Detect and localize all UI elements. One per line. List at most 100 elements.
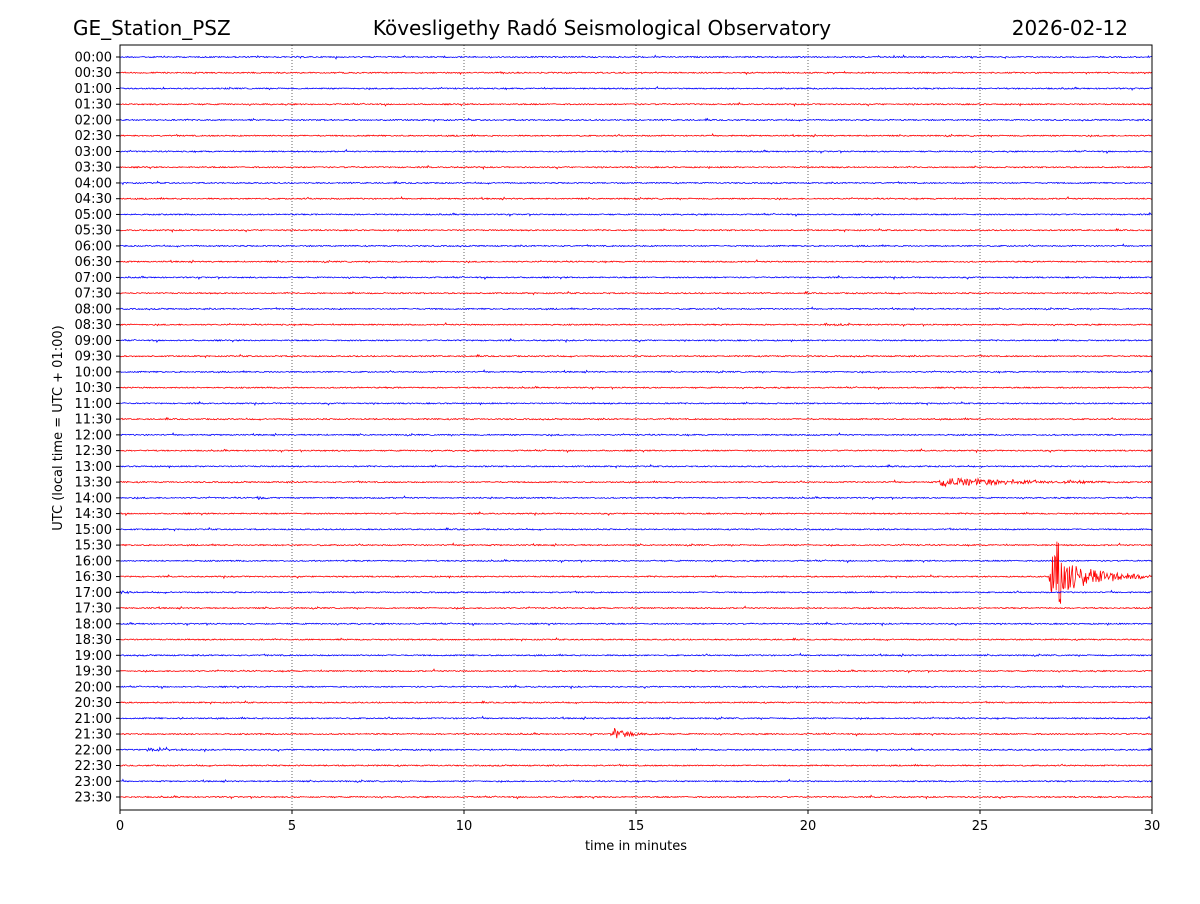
trace-1530: [119, 542, 1153, 547]
y-axis-label: UTC (local time = UTC + 01:00): [51, 325, 66, 530]
y-tick-label: 03:30: [75, 161, 112, 176]
y-tick-label: 17:30: [75, 602, 112, 617]
y-tick-label: 13:00: [75, 460, 112, 475]
trace-1830: [119, 637, 1153, 642]
y-tick-label: 12:30: [75, 444, 112, 459]
trace-1900: [119, 652, 1153, 658]
y-tick-label: 03:00: [75, 145, 112, 160]
trace-2130: [119, 727, 1153, 739]
trace-1230: [119, 448, 1153, 454]
trace-0300: [119, 148, 1152, 154]
x-tick-label: 10: [456, 819, 473, 834]
trace-0630: [119, 258, 1153, 264]
y-tick-label: 10:00: [75, 365, 112, 380]
y-tick-label: 08:00: [75, 302, 112, 317]
trace-2200: [119, 746, 1153, 753]
y-tick-label: 05:00: [75, 208, 112, 223]
y-tick-label: 22:00: [75, 743, 112, 758]
trace-0930: [119, 353, 1153, 359]
trace-1200: [119, 432, 1153, 437]
x-tick-label: 15: [628, 819, 645, 834]
y-tick-label: 02:30: [75, 129, 112, 144]
trace-0830: [119, 322, 1153, 328]
grid-lines: [291, 45, 981, 810]
y-tick-label: 05:30: [75, 224, 112, 239]
trace-1300: [119, 463, 1153, 469]
y-tick-label: 18:00: [75, 617, 112, 632]
y-tick-label: 02:00: [75, 113, 112, 128]
y-tick-label: 01:00: [75, 82, 112, 97]
trace-1630: [119, 541, 1153, 604]
station-title: GE_Station_PSZ: [73, 16, 231, 40]
x-axis: 0 5 10 15 20 25 30: [116, 810, 1160, 834]
y-tick-label: 04:30: [75, 192, 112, 207]
trace-1500: [119, 526, 1153, 532]
trace-2030: [119, 700, 1153, 705]
x-tick-label: 0: [116, 819, 124, 834]
y-tick-label: 04:00: [75, 176, 112, 191]
trace-0500: [120, 211, 1152, 217]
trace-0430: [119, 195, 1153, 201]
x-tick-label: 30: [1144, 819, 1161, 834]
y-tick-label: 07:30: [75, 287, 112, 302]
y-tick-label: 19:30: [75, 665, 112, 680]
trace-0700: [119, 274, 1153, 281]
trace-1100: [120, 400, 1153, 407]
trace-1430: [119, 511, 1153, 517]
observatory-title: Kövesligethy Radó Seismological Observat…: [373, 16, 831, 40]
trace-2100: [119, 715, 1153, 721]
trace-0200: [119, 117, 1153, 123]
y-tick-label: 15:30: [75, 539, 112, 554]
y-tick-label: 23:00: [75, 775, 112, 790]
y-tick-label: 16:00: [75, 554, 112, 569]
trace-2000: [119, 684, 1153, 690]
trace-1730: [119, 605, 1153, 610]
x-axis-label: time in minutes: [585, 839, 687, 854]
trace-0030: [119, 70, 1153, 76]
trace-0800: [119, 306, 1153, 311]
y-tick-label: 06:00: [75, 239, 112, 254]
trace-1930: [119, 668, 1153, 674]
y-axis: 00:0000:3001:0001:3002:0002:3003:0003:30…: [75, 51, 120, 806]
y-tick-label: 09:00: [75, 334, 112, 349]
trace-0730: [119, 290, 1153, 296]
trace-1130: [119, 416, 1153, 421]
trace-0230: [119, 133, 1153, 138]
y-tick-label: 13:30: [75, 476, 112, 491]
y-tick-label: 06:30: [75, 255, 112, 270]
x-tick-label: 20: [800, 819, 817, 834]
trace-0900: [120, 337, 1153, 344]
trace-1400: [119, 495, 1153, 501]
trace-2300: [119, 778, 1153, 784]
y-tick-label: 00:00: [75, 51, 112, 66]
trace-1330: [119, 477, 1153, 488]
y-tick-label: 20:00: [75, 680, 112, 695]
trace-1030: [119, 385, 1153, 391]
trace-2230: [119, 763, 1153, 768]
y-tick-label: 11:30: [75, 413, 112, 428]
y-tick-label: 21:30: [75, 728, 112, 743]
trace-1800: [119, 621, 1153, 627]
trace-0600: [119, 243, 1153, 248]
trace-1700: [119, 589, 1153, 595]
trace-1000: [119, 369, 1153, 374]
trace-0100: [119, 85, 1153, 91]
traces: [119, 54, 1153, 800]
y-tick-label: 22:30: [75, 759, 112, 774]
y-tick-label: 07:00: [75, 271, 112, 286]
trace-0000: [120, 54, 1153, 60]
y-tick-label: 10:30: [75, 381, 112, 396]
y-tick-label: 20:30: [75, 696, 112, 711]
y-tick-label: 01:30: [75, 98, 112, 113]
y-tick-label: 11:00: [75, 397, 112, 412]
y-tick-label: 15:00: [75, 523, 112, 538]
y-tick-label: 14:00: [75, 491, 112, 506]
x-tick-label: 25: [972, 819, 989, 834]
trace-0330: [119, 164, 1153, 171]
y-tick-label: 14:30: [75, 507, 112, 522]
y-tick-label: 00:30: [75, 66, 112, 81]
trace-2330: [119, 794, 1153, 800]
trace-0530: [119, 227, 1153, 233]
y-tick-label: 09:30: [75, 350, 112, 365]
